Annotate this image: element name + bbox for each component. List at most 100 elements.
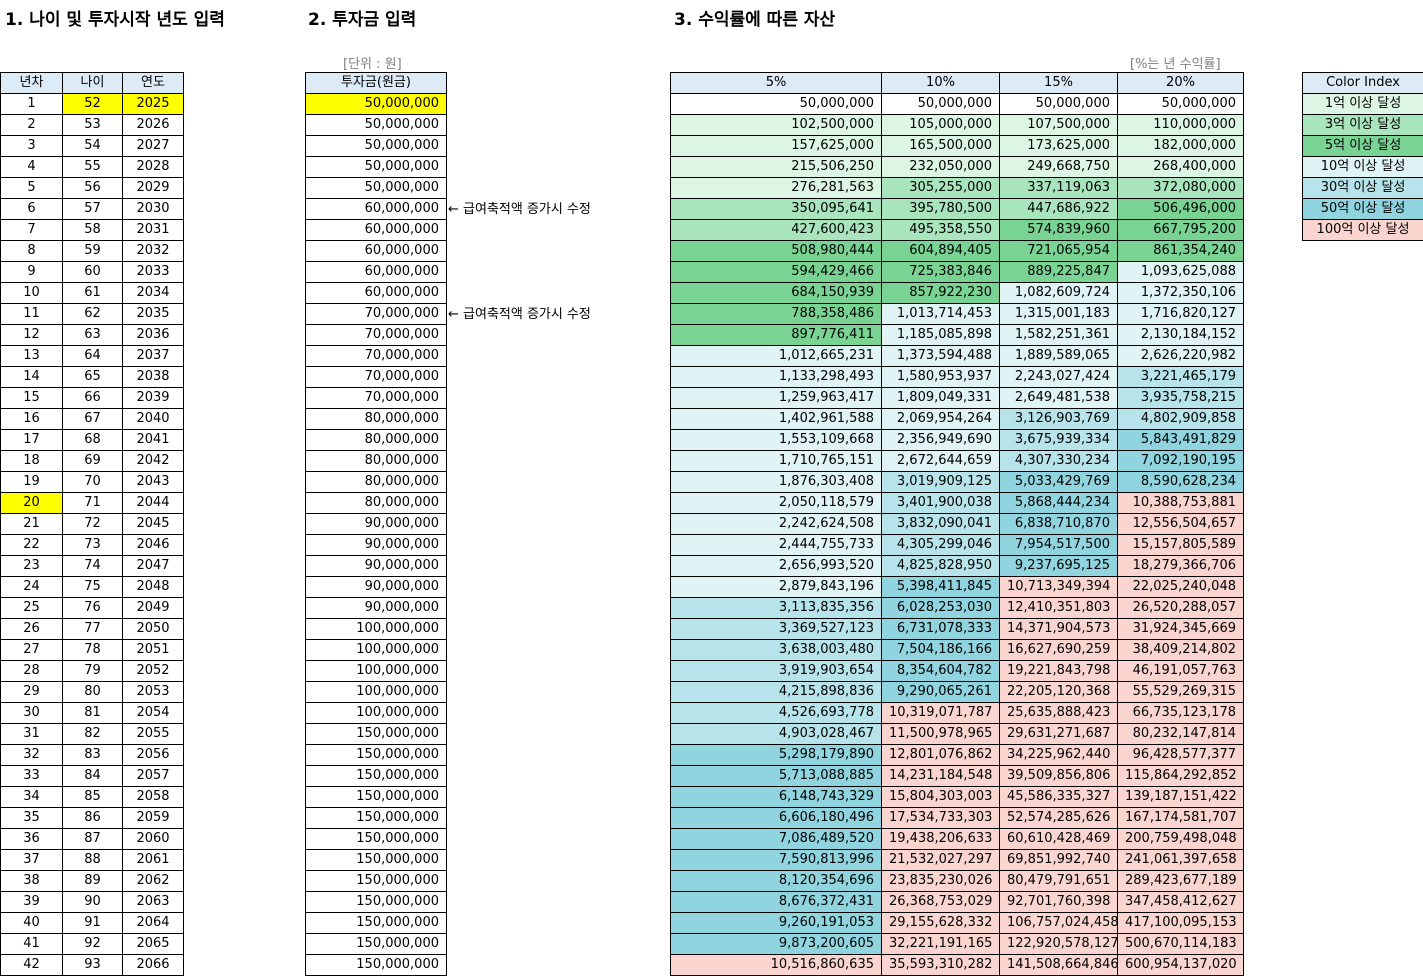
year-cell[interactable]: 2052	[123, 661, 184, 682]
asset-value-cell[interactable]: 10,516,860,635	[671, 955, 882, 976]
asset-value-cell[interactable]: 232,050,000	[882, 157, 1000, 178]
asset-value-cell[interactable]: 19,221,843,798	[1000, 661, 1118, 682]
asset-value-cell[interactable]: 2,069,954,264	[882, 409, 1000, 430]
age-cell[interactable]: 91	[63, 913, 123, 934]
year-count-cell[interactable]: 40	[1, 913, 63, 934]
investment-cell[interactable]: 60,000,000	[306, 220, 447, 241]
asset-value-cell[interactable]: 4,215,898,836	[671, 682, 882, 703]
investment-cell[interactable]: 150,000,000	[306, 913, 447, 934]
investment-cell[interactable]: 150,000,000	[306, 955, 447, 976]
asset-value-cell[interactable]: 12,410,351,803	[1000, 598, 1118, 619]
asset-value-cell[interactable]: 96,428,577,377	[1118, 745, 1244, 766]
age-cell[interactable]: 55	[63, 157, 123, 178]
year-cell[interactable]: 2040	[123, 409, 184, 430]
age-cell[interactable]: 62	[63, 304, 123, 325]
investment-cell[interactable]: 50,000,000	[306, 115, 447, 136]
asset-value-cell[interactable]: 2,672,644,659	[882, 451, 1000, 472]
year-count-cell[interactable]: 17	[1, 430, 63, 451]
year-cell[interactable]: 2031	[123, 220, 184, 241]
asset-value-cell[interactable]: 80,232,147,814	[1118, 724, 1244, 745]
year-count-cell[interactable]: 42	[1, 955, 63, 976]
asset-value-cell[interactable]: 167,174,581,707	[1118, 808, 1244, 829]
asset-value-cell[interactable]: 5,398,411,845	[882, 577, 1000, 598]
asset-value-cell[interactable]: 3,919,903,654	[671, 661, 882, 682]
asset-value-cell[interactable]: 289,423,677,189	[1118, 871, 1244, 892]
investment-cell[interactable]: 100,000,000	[306, 661, 447, 682]
investment-cell[interactable]: 150,000,000	[306, 787, 447, 808]
investment-cell[interactable]: 70,000,000	[306, 325, 447, 346]
investment-cell[interactable]: 70,000,000	[306, 346, 447, 367]
asset-value-cell[interactable]: 1,373,594,488	[882, 346, 1000, 367]
age-cell[interactable]: 73	[63, 535, 123, 556]
investment-cell[interactable]: 150,000,000	[306, 745, 447, 766]
year-count-cell[interactable]: 41	[1, 934, 63, 955]
investment-cell[interactable]: 150,000,000	[306, 871, 447, 892]
age-cell[interactable]: 68	[63, 430, 123, 451]
year-count-cell[interactable]: 34	[1, 787, 63, 808]
asset-value-cell[interactable]: 1,259,963,417	[671, 388, 882, 409]
asset-value-cell[interactable]: 7,590,813,996	[671, 850, 882, 871]
age-cell[interactable]: 57	[63, 199, 123, 220]
year-count-cell[interactable]: 2	[1, 115, 63, 136]
asset-value-cell[interactable]: 2,444,755,733	[671, 535, 882, 556]
asset-value-cell[interactable]: 2,242,624,508	[671, 514, 882, 535]
asset-value-cell[interactable]: 92,701,760,398	[1000, 892, 1118, 913]
asset-value-cell[interactable]: 110,000,000	[1118, 115, 1244, 136]
asset-value-cell[interactable]: 200,759,498,048	[1118, 829, 1244, 850]
year-cell[interactable]: 2051	[123, 640, 184, 661]
year-cell[interactable]: 2053	[123, 682, 184, 703]
asset-value-cell[interactable]: 11,500,978,965	[882, 724, 1000, 745]
asset-value-cell[interactable]: 215,506,250	[671, 157, 882, 178]
asset-value-cell[interactable]: 347,458,412,627	[1118, 892, 1244, 913]
asset-value-cell[interactable]: 141,508,664,846	[1000, 955, 1118, 976]
year-cell[interactable]: 2059	[123, 808, 184, 829]
asset-value-cell[interactable]: 276,281,563	[671, 178, 882, 199]
asset-value-cell[interactable]: 31,924,345,669	[1118, 619, 1244, 640]
asset-value-cell[interactable]: 3,935,758,215	[1118, 388, 1244, 409]
asset-value-cell[interactable]: 29,631,271,687	[1000, 724, 1118, 745]
asset-value-cell[interactable]: 5,298,179,890	[671, 745, 882, 766]
asset-value-cell[interactable]: 857,922,230	[882, 283, 1000, 304]
investment-cell[interactable]: 80,000,000	[306, 472, 447, 493]
asset-value-cell[interactable]: 5,843,491,829	[1118, 430, 1244, 451]
year-count-cell[interactable]: 23	[1, 556, 63, 577]
year-cell[interactable]: 2054	[123, 703, 184, 724]
asset-value-cell[interactable]: 17,534,733,303	[882, 808, 1000, 829]
asset-value-cell[interactable]: 305,255,000	[882, 178, 1000, 199]
age-cell[interactable]: 66	[63, 388, 123, 409]
year-cell[interactable]: 2041	[123, 430, 184, 451]
investment-cell[interactable]: 60,000,000	[306, 262, 447, 283]
age-cell[interactable]: 83	[63, 745, 123, 766]
asset-value-cell[interactable]: 600,954,137,020	[1118, 955, 1244, 976]
asset-value-cell[interactable]: 2,649,481,538	[1000, 388, 1118, 409]
asset-value-cell[interactable]: 15,804,303,003	[882, 787, 1000, 808]
age-cell[interactable]: 93	[63, 955, 123, 976]
asset-value-cell[interactable]: 80,479,791,651	[1000, 871, 1118, 892]
age-cell[interactable]: 59	[63, 241, 123, 262]
year-cell[interactable]: 2048	[123, 577, 184, 598]
asset-value-cell[interactable]: 1,716,820,127	[1118, 304, 1244, 325]
year-count-cell[interactable]: 29	[1, 682, 63, 703]
age-cell[interactable]: 65	[63, 367, 123, 388]
asset-value-cell[interactable]: 1,315,001,183	[1000, 304, 1118, 325]
age-cell[interactable]: 60	[63, 262, 123, 283]
asset-value-cell[interactable]: 173,625,000	[1000, 136, 1118, 157]
asset-value-cell[interactable]: 4,526,693,778	[671, 703, 882, 724]
year-count-cell[interactable]: 25	[1, 598, 63, 619]
asset-value-cell[interactable]: 6,731,078,333	[882, 619, 1000, 640]
investment-cell[interactable]: 50,000,000	[306, 157, 447, 178]
asset-value-cell[interactable]: 1,372,350,106	[1118, 283, 1244, 304]
year-count-cell[interactable]: 19	[1, 472, 63, 493]
asset-value-cell[interactable]: 165,500,000	[882, 136, 1000, 157]
investment-cell[interactable]: 60,000,000	[306, 241, 447, 262]
asset-value-cell[interactable]: 3,638,003,480	[671, 640, 882, 661]
asset-value-cell[interactable]: 18,279,366,706	[1118, 556, 1244, 577]
asset-value-cell[interactable]: 3,113,835,356	[671, 598, 882, 619]
age-cell[interactable]: 76	[63, 598, 123, 619]
asset-value-cell[interactable]: 447,686,922	[1000, 199, 1118, 220]
asset-value-cell[interactable]: 594,429,466	[671, 262, 882, 283]
asset-value-cell[interactable]: 46,191,057,763	[1118, 661, 1244, 682]
asset-value-cell[interactable]: 8,590,628,234	[1118, 472, 1244, 493]
asset-value-cell[interactable]: 667,795,200	[1118, 220, 1244, 241]
asset-value-cell[interactable]: 9,237,695,125	[1000, 556, 1118, 577]
